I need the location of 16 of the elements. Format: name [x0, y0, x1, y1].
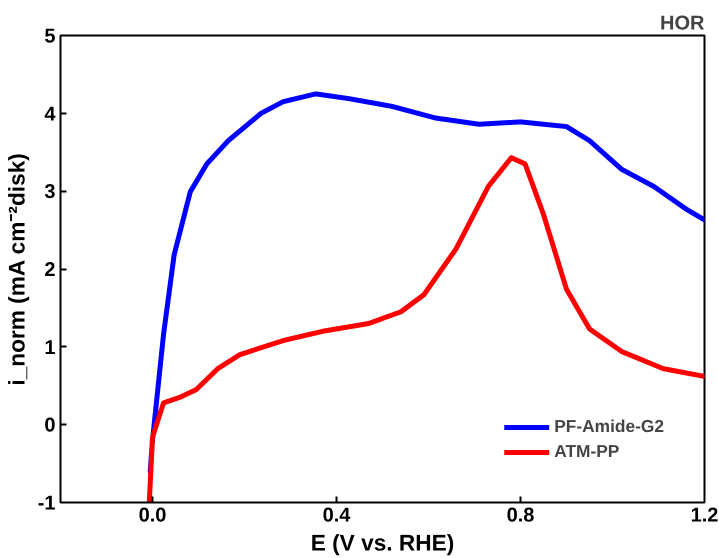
y-tick-label: 3	[44, 181, 56, 204]
x-tick-label: 1.2	[690, 504, 718, 526]
y-tick-label: -1	[38, 492, 56, 514]
legend-label: ATM-PP	[554, 441, 620, 462]
text: HOR	[660, 12, 706, 34]
y-tick-label: 1	[44, 336, 56, 359]
x-tick-label: 0.0	[138, 504, 166, 526]
legend-label: PF-Amide-G2	[554, 416, 664, 437]
x-tick-label: 0.8	[506, 504, 534, 526]
x-axis-title: E (V vs. RHE)	[310, 530, 454, 556]
y-tick-label: 2	[44, 259, 56, 281]
y-tick-label: 0	[44, 414, 56, 437]
y-tick-label: 5	[44, 26, 56, 48]
x-tick-label: 0.4	[322, 504, 352, 526]
y-axis-title: i_norm (mA cm⁻²disk)	[4, 153, 30, 386]
y-tick-label: 4	[44, 103, 56, 126]
